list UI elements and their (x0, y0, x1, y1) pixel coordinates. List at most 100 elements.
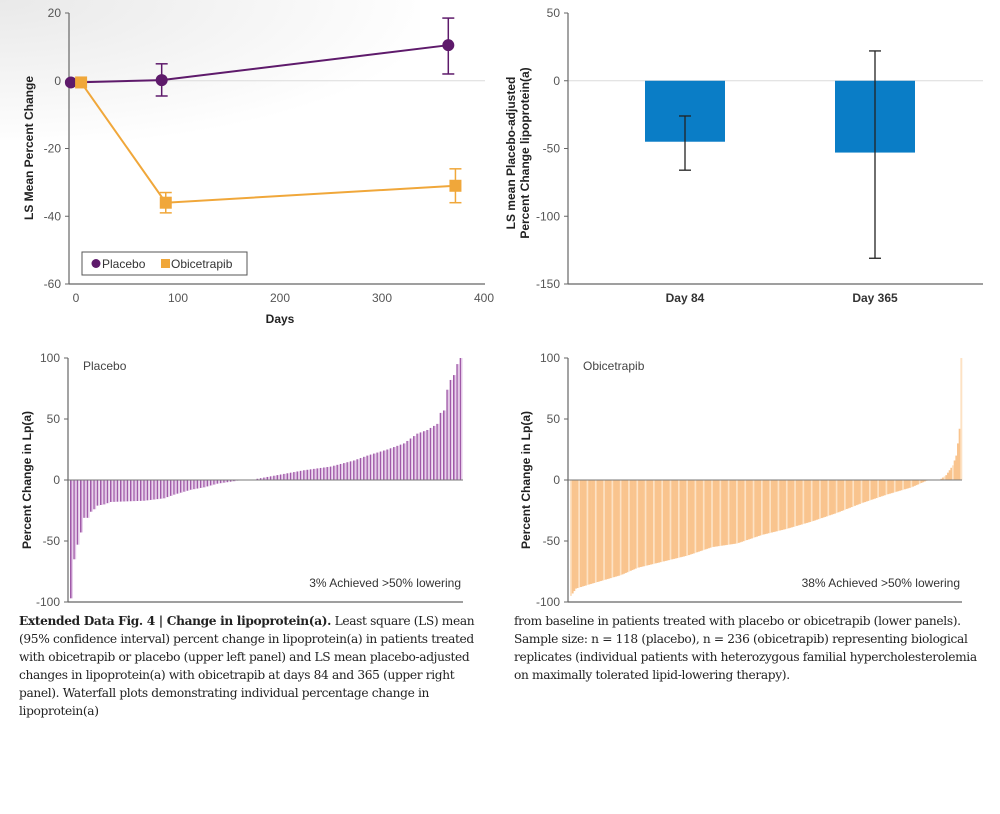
data-point-obicetrapib (159, 196, 172, 209)
waterfall-bar-fill (114, 480, 117, 502)
waterfall-bar (126, 480, 129, 502)
waterfall-bar (624, 480, 627, 573)
waterfall-bar (353, 460, 355, 480)
waterfall-bar (263, 477, 265, 480)
waterfall-bar (106, 480, 109, 504)
waterfall-bar (850, 480, 853, 508)
waterfall-bar (369, 454, 372, 480)
waterfall-bar-fill (337, 464, 340, 480)
waterfall-bar-fill (191, 480, 193, 490)
waterfall-bar (326, 467, 328, 480)
waterfall-bar (756, 480, 758, 537)
waterfall-bar (439, 412, 442, 480)
data-point-placebo (64, 76, 77, 89)
waterfall-bar-fill (277, 475, 280, 480)
waterfall-bar (456, 364, 458, 480)
waterfall-bar (306, 469, 308, 480)
waterfall-bar-fill (347, 462, 350, 480)
waterfall-bar (910, 480, 913, 488)
waterfall-bar (689, 480, 692, 555)
waterfall-bar (339, 463, 342, 480)
waterfall-bar (747, 480, 750, 540)
waterfall-bar (136, 480, 139, 501)
waterfall-bar (153, 480, 155, 500)
waterfall-bar (877, 480, 880, 498)
waterfall-bar-fill (211, 480, 213, 486)
waterfall-bar-fill (411, 438, 413, 480)
obicetrapib-waterfall-bars (570, 358, 963, 596)
waterfall-bar-fill (407, 440, 410, 480)
waterfall-bar-fill (391, 448, 393, 480)
waterfall-bar (726, 480, 729, 545)
waterfall-bar-fill (397, 445, 400, 480)
waterfall-bar (727, 480, 730, 545)
y-tick-label: 100 (40, 351, 60, 365)
x-tick-label: 400 (474, 291, 494, 305)
waterfall-bar (436, 423, 438, 480)
waterfall-bar (770, 480, 773, 533)
waterfall-bar (346, 462, 348, 480)
waterfall-bar (864, 480, 866, 503)
waterfall-bar (731, 480, 734, 545)
waterfall-bar (103, 480, 105, 505)
waterfall-bar (119, 480, 122, 502)
waterfall-bar (616, 480, 619, 577)
waterfall-bar-fill (327, 467, 330, 480)
waterfall-bar-fill (344, 463, 346, 480)
waterfall-bar (176, 480, 179, 494)
waterfall-bar (614, 480, 617, 577)
waterfall-bar-fill (321, 467, 323, 480)
waterfall-bar (780, 480, 783, 531)
waterfall-bar-fill (351, 461, 353, 480)
waterfall-bar (922, 480, 925, 483)
waterfall-bar-fill (454, 375, 456, 480)
waterfall-bar-fill (71, 480, 73, 599)
waterfall-bar (825, 480, 828, 517)
waterfall-bar (363, 456, 365, 480)
waterfall-bar-fill (111, 480, 113, 502)
background-shade (0, 0, 420, 140)
waterfall-bar-fill (364, 456, 366, 480)
waterfall-bar (815, 480, 818, 520)
waterfall-bar (942, 477, 945, 480)
waterfall-bar (732, 480, 735, 544)
waterfall-bar (393, 447, 395, 480)
waterfall-bar (588, 480, 591, 585)
waterfall-bar (129, 480, 132, 502)
waterfall-bar (356, 459, 358, 480)
waterfall-bar (629, 480, 632, 571)
line-chart-ylabel: LS Mean Percent Change (22, 76, 36, 220)
waterfall-bar (443, 410, 445, 480)
waterfall-bar (736, 480, 739, 544)
waterfall-bar-fill (214, 480, 217, 485)
waterfall-bar (349, 461, 352, 480)
waterfall-bar-fill (188, 480, 190, 491)
waterfall-bar (918, 480, 921, 484)
waterfall-bar (621, 480, 624, 575)
legend-obicetrapib-label: Obicetrapib (171, 257, 233, 271)
waterfall-bar-fill (154, 480, 157, 500)
waterfall-bar (183, 480, 185, 492)
waterfall-bar (794, 480, 797, 527)
waterfall-bar (664, 480, 667, 561)
waterfall-bar-fill (108, 480, 110, 504)
waterfall-bar (824, 480, 827, 517)
waterfall-bar (717, 480, 720, 547)
waterfall-bar (948, 470, 951, 480)
waterfall-bar-fill (271, 476, 273, 480)
waterfall-bar (804, 480, 807, 524)
waterfall-bar (659, 480, 662, 563)
waterfall-bar (917, 480, 920, 485)
waterfall-bar (832, 480, 835, 515)
waterfall-bar-fill (331, 466, 333, 480)
waterfall-bar (669, 480, 672, 560)
waterfall-bar (687, 480, 690, 556)
waterfall-bar (829, 480, 832, 516)
waterfall-bar (386, 449, 388, 480)
waterfall-bar (887, 480, 890, 495)
waterfall-bar (83, 480, 85, 518)
waterfall-bar (955, 455, 958, 480)
waterfall-bar (854, 480, 856, 506)
data-point-placebo (155, 74, 168, 87)
waterfall-bar-fill (134, 480, 137, 502)
